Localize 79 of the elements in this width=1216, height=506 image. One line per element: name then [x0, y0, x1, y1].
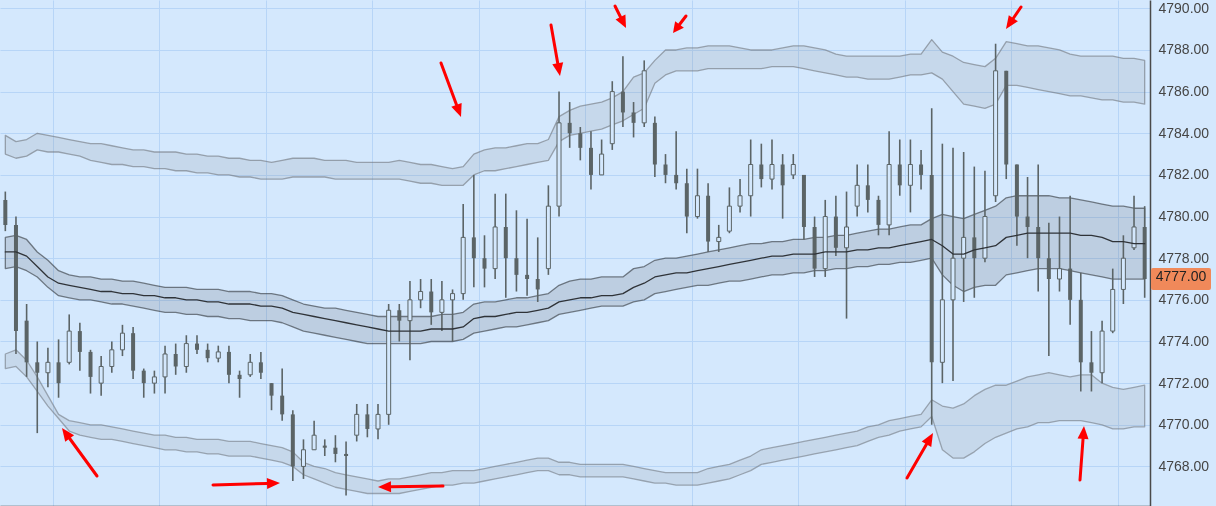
- y-tick-label: 4780.00: [1158, 208, 1210, 225]
- candlestick: [1056, 215, 1062, 293]
- candlestick: [269, 382, 274, 412]
- candlestick: [322, 438, 327, 457]
- candlestick: [780, 153, 785, 220]
- y-tick-label: 4770.00: [1158, 416, 1210, 433]
- y-tick-label: 4768.00: [1158, 457, 1210, 474]
- candlestick: [1025, 176, 1030, 260]
- candlestick: [280, 367, 285, 422]
- candlestick: [194, 334, 199, 355]
- candlestick: [897, 138, 902, 197]
- candlestick: [333, 434, 338, 464]
- candlestick: [790, 153, 796, 180]
- candlestick: [471, 174, 476, 289]
- candlestick: [694, 167, 700, 220]
- candlestick: [716, 224, 722, 253]
- candlestick: [173, 342, 178, 376]
- candlestick: [237, 369, 242, 399]
- y-tick-label: 4786.00: [1158, 83, 1210, 100]
- y-tick-label: 4778.00: [1158, 249, 1210, 266]
- candlestick: [365, 403, 370, 439]
- candlestick: [77, 321, 82, 372]
- y-tick-label: 4774.00: [1158, 333, 1210, 349]
- candlestick: [300, 438, 306, 480]
- candlestick: [961, 151, 967, 303]
- candlestick: [109, 340, 115, 374]
- candlestick: [141, 367, 146, 399]
- candlestick: [663, 153, 668, 185]
- candlestick: [759, 142, 764, 189]
- y-tick-label: 4784.00: [1158, 124, 1210, 141]
- candlestick: [482, 234, 487, 289]
- candlestick: [119, 324, 125, 357]
- y-tick-label: 4782.00: [1158, 166, 1210, 183]
- candlestick: [737, 178, 743, 214]
- y-tick-label: 4790.00: [1158, 0, 1210, 16]
- candlestick: [865, 163, 870, 214]
- candlestick: [535, 236, 540, 303]
- candlestick: [258, 351, 263, 380]
- candlestick: [418, 278, 424, 309]
- candlestick: [450, 288, 456, 343]
- candlestick: [226, 344, 231, 384]
- candlestick: [769, 138, 775, 191]
- candlestick: [162, 344, 168, 395]
- candlestick: [98, 355, 104, 397]
- y-tick-label: 4776.00: [1158, 291, 1210, 308]
- candlestick: [674, 130, 679, 191]
- candlestick: [439, 280, 445, 332]
- candlestick: [620, 55, 625, 128]
- candlestick: [151, 369, 157, 395]
- candlestick: [247, 353, 253, 378]
- candlestick: [183, 334, 189, 374]
- candlestick: [344, 440, 349, 497]
- candlestick: [907, 138, 913, 214]
- candlestick: [397, 303, 402, 343]
- candlestick: [525, 217, 530, 297]
- candlestick: [514, 209, 519, 293]
- candlestick: [429, 278, 434, 326]
- candlestick: [1089, 330, 1094, 393]
- candlestick: [56, 338, 61, 399]
- candlestick: [1131, 194, 1137, 251]
- candlestick: [311, 419, 317, 451]
- candlestick: [919, 149, 924, 191]
- candlestick: [45, 346, 51, 389]
- candlestick: [599, 138, 605, 176]
- candlestick: [354, 403, 360, 443]
- candlestick: [844, 190, 850, 320]
- candlestick: [205, 342, 210, 364]
- candlestick: [1046, 222, 1051, 357]
- candlestick: [578, 126, 583, 162]
- candlestick: [854, 163, 860, 218]
- candlestick: [375, 403, 381, 441]
- candlestick: [567, 101, 572, 149]
- text: 4777.00: [1151, 268, 1211, 291]
- candlestick: [35, 340, 40, 434]
- candlestick: [631, 101, 636, 139]
- y-tick-label: 4788.00: [1158, 41, 1210, 58]
- y-tick-label: 4772.00: [1158, 374, 1210, 391]
- candlestick: [407, 280, 413, 362]
- candlestick: [972, 165, 977, 299]
